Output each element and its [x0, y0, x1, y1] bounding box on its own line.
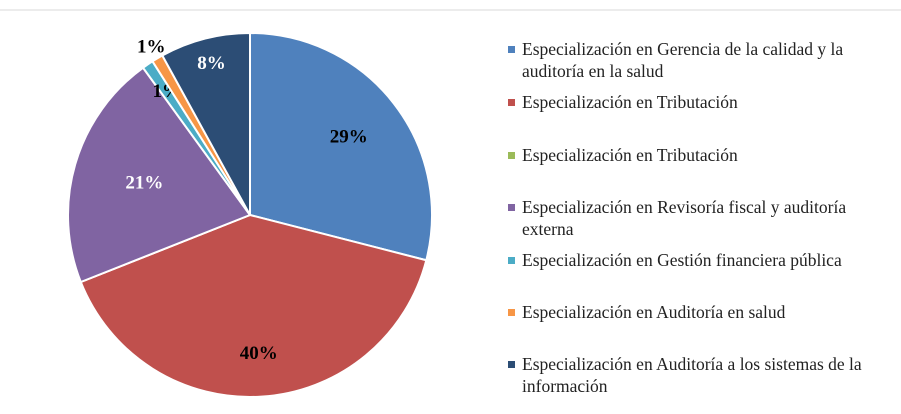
legend-label: Especialización en Gerencia de la calida…	[522, 39, 844, 81]
legend-swatch	[508, 257, 515, 264]
data-label: 8%	[197, 53, 226, 74]
pie-slice	[79, 213, 428, 398]
legend-swatch	[508, 99, 515, 106]
legend-label: Especialización en Auditoría a los siste…	[522, 354, 862, 396]
data-label: 1%	[137, 36, 166, 57]
legend-swatch	[508, 152, 515, 159]
pie-slice	[160, 31, 251, 216]
legend-label: Especialización en Revisoría fiscal y au…	[522, 197, 847, 239]
legend-swatch	[508, 204, 515, 211]
legend-label: Especialización en Auditoría en salud	[522, 302, 786, 322]
pie-slice	[249, 31, 433, 262]
data-label: 29%	[330, 127, 368, 148]
legend-swatch	[508, 361, 515, 368]
legend-label: Especialización en Tributación	[522, 145, 738, 165]
legend-label: Especialización en Tributación	[522, 92, 738, 112]
legend-swatch	[508, 46, 515, 53]
data-label: 21%	[125, 173, 163, 194]
legend-label: Especialización en Gestión financiera pú…	[522, 250, 842, 270]
pie-slice	[67, 66, 252, 284]
legend-swatch	[508, 309, 515, 316]
data-label: 40%	[240, 343, 278, 364]
